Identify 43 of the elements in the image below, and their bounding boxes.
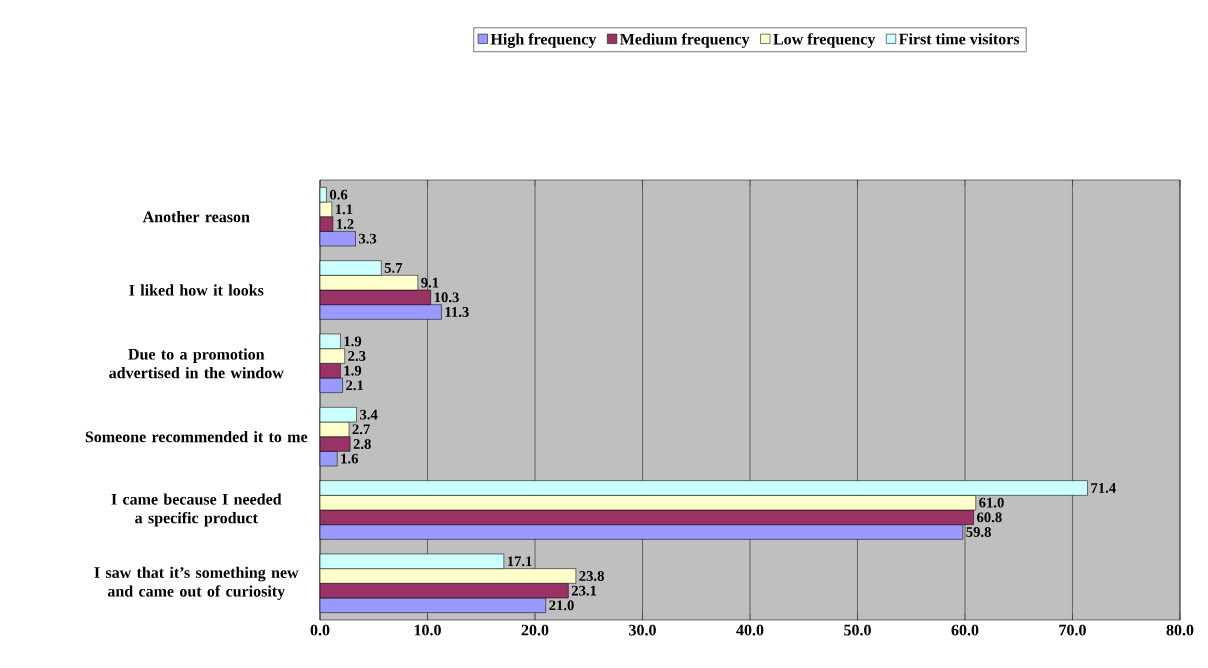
x-tick-label: 50.0 — [844, 624, 871, 636]
data-label: 1.9 — [344, 336, 362, 347]
data-label: 17.1 — [507, 556, 532, 567]
y-tick-label: Due to a promotion advertised in the window — [109, 348, 284, 379]
x-tick-label: 20.0 — [521, 624, 549, 636]
data-label: 23.1 — [571, 585, 597, 596]
legend-label: Medium frequency — [620, 33, 750, 48]
x-tick-label: 40.0 — [736, 624, 764, 636]
data-label: 3.3 — [358, 233, 377, 244]
data-label: 0.6 — [329, 189, 348, 200]
x-tick-label: 10.0 — [414, 624, 441, 636]
data-label: 11.3 — [445, 307, 469, 317]
data-label: 60.8 — [977, 512, 1002, 523]
data-label: 2.8 — [353, 439, 371, 449]
x-tick-label: 60.0 — [951, 624, 979, 636]
data-label: 2.7 — [352, 424, 370, 435]
y-tick-label: Someone recommended it to me — [85, 431, 308, 443]
data-label: 61.0 — [979, 497, 1004, 508]
y-tick-label: Another reason — [142, 211, 250, 223]
x-tick-label: 0.0 — [310, 624, 330, 636]
y-tick-label: I liked how it looks — [129, 284, 264, 296]
legend-label: Low frequency — [773, 33, 876, 48]
y-tick-label: I saw that it’s something new and came out of curiosity — [94, 566, 299, 600]
x-tick-label: 80.0 — [1166, 624, 1194, 636]
data-label: 1.9 — [344, 365, 362, 376]
data-label: 1.2 — [337, 219, 354, 229]
data-label: 9.1 — [421, 277, 439, 288]
data-label: 3.4 — [360, 409, 378, 420]
data-label: 2.3 — [348, 351, 366, 361]
data-label: 1.6 — [341, 453, 359, 464]
y-tick-label: I came because I needed a specific product — [111, 493, 282, 527]
data-label: 21.0 — [549, 600, 574, 611]
data-label: 10.3 — [434, 292, 459, 303]
data-label: 59.8 — [966, 527, 991, 537]
x-tick-label: 70.0 — [1059, 624, 1086, 636]
data-label: 2.1 — [346, 380, 364, 391]
legend-label: High frequency — [490, 33, 597, 48]
data-label: 5.7 — [384, 263, 403, 273]
data-label: 71.4 — [1091, 483, 1116, 493]
data-label: 23.8 — [579, 571, 604, 581]
x-tick-label: 30.0 — [629, 624, 656, 636]
legend-label: First time visitors — [898, 33, 1020, 45]
data-label: 1.1 — [335, 204, 353, 215]
